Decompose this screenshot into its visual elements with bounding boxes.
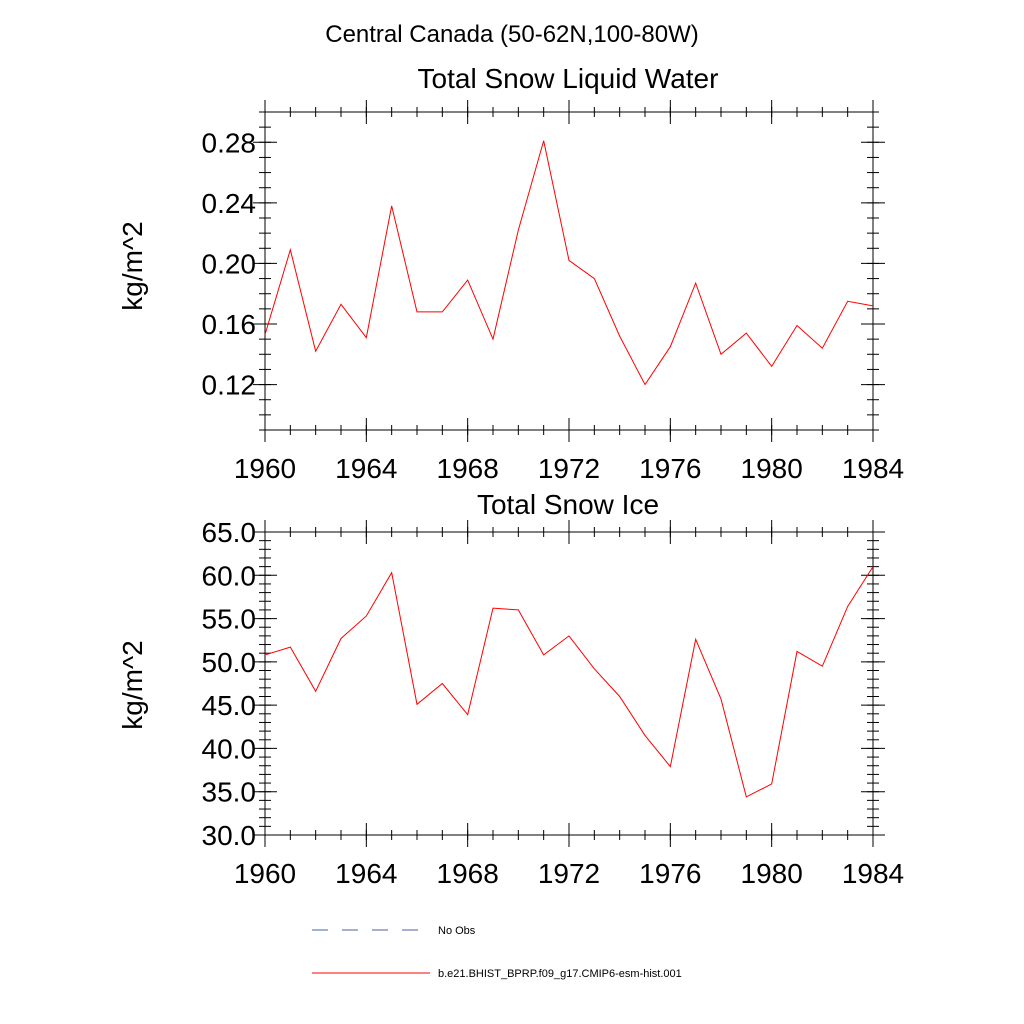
x-tick-label: 1964 bbox=[335, 858, 397, 889]
panel-snow-ice: Total Snow Ice kg/m^2 1960 1964 1968 1972 19… bbox=[117, 489, 904, 889]
legend-model-label: b.e21.BHIST_BPRP.f09_g17.CMIP6-esm-hist.… bbox=[438, 968, 682, 980]
y-axis-label-snow-liquid-water: kg/m^2 bbox=[117, 221, 148, 310]
y-tick-label: 0.16 bbox=[202, 309, 257, 340]
x-tick-label: 1972 bbox=[538, 453, 600, 484]
panel-title-snow-ice: Total Snow Ice bbox=[477, 489, 659, 520]
y-tick-label: 55.0 bbox=[202, 604, 257, 635]
panel-title-snow-liquid-water: Total Snow Liquid Water bbox=[418, 63, 719, 94]
series-line-snow-ice bbox=[264, 566, 874, 798]
legend-no-obs-label: No Obs bbox=[438, 925, 476, 937]
plot-frame-snow-liquid-water bbox=[264, 111, 874, 431]
y-tick-label: 45.0 bbox=[202, 690, 257, 721]
y-tick-label: 0.12 bbox=[202, 370, 257, 401]
y-tick-label: 0.24 bbox=[202, 188, 257, 219]
legend: No Obs b.e21.BHIST_BPRP.f09_g17.CMIP6-es… bbox=[312, 925, 682, 980]
y-tick-label: 60.0 bbox=[202, 560, 257, 591]
y-tick-label: 0.20 bbox=[202, 248, 257, 279]
panel-snow-liquid-water: Total Snow Liquid Water kg/m^2 1960 1964 1… bbox=[117, 63, 904, 484]
x-tick-label: 1976 bbox=[639, 858, 701, 889]
y-tick-label: 40.0 bbox=[202, 733, 257, 764]
x-tick-label: 1972 bbox=[538, 858, 600, 889]
figure-suptitle: Central Canada (50-62N,100-80W) bbox=[325, 21, 699, 48]
y-axis-label-snow-ice: kg/m^2 bbox=[117, 640, 148, 729]
y-tick-label: 0.28 bbox=[202, 127, 257, 158]
x-tick-label: 1960 bbox=[234, 858, 296, 889]
x-tick-label: 1980 bbox=[741, 858, 803, 889]
y-tick-label: 35.0 bbox=[202, 777, 257, 808]
plot-frame-snow-ice bbox=[264, 531, 874, 836]
x-tick-label: 1984 bbox=[842, 453, 904, 484]
x-tick-label: 1980 bbox=[741, 453, 803, 484]
x-tick-label: 1968 bbox=[437, 453, 499, 484]
y-tick-label: 65.0 bbox=[202, 517, 257, 548]
y-tick-label: 30.0 bbox=[202, 820, 257, 851]
x-tick-label: 1984 bbox=[842, 858, 904, 889]
y-tick-label: 50.0 bbox=[202, 647, 257, 678]
x-tick-label: 1968 bbox=[437, 858, 499, 889]
x-tick-label: 1964 bbox=[335, 453, 397, 484]
x-tick-label: 1960 bbox=[234, 453, 296, 484]
x-tick-label: 1976 bbox=[639, 453, 701, 484]
series-line-snow-liquid-water bbox=[264, 140, 874, 386]
